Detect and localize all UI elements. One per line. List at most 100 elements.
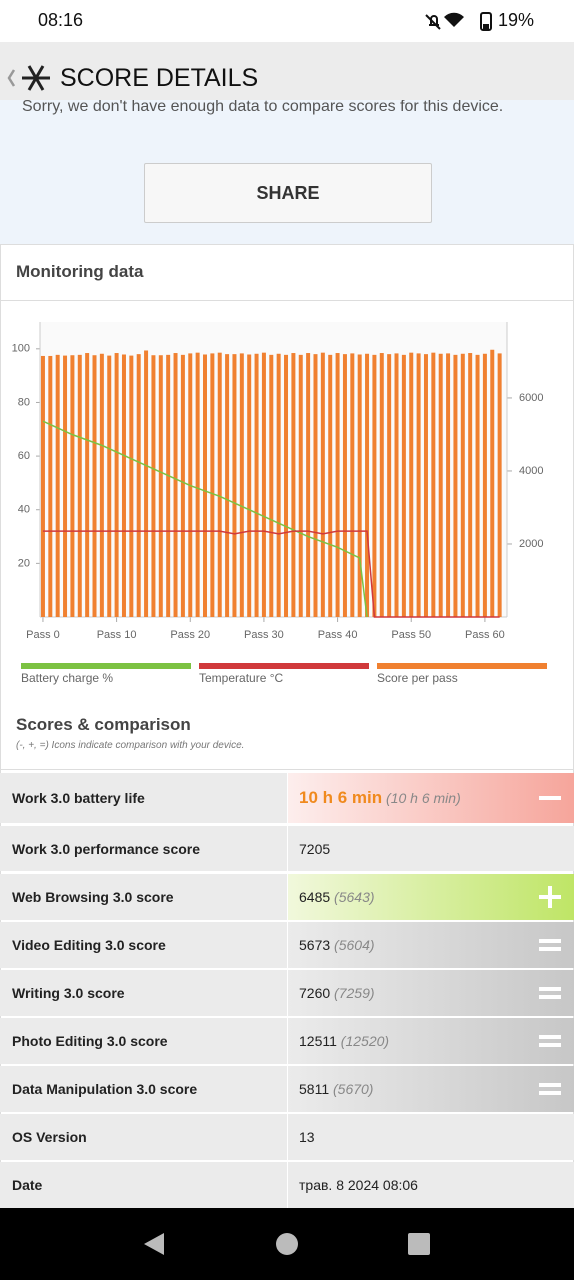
nav-home[interactable] <box>276 1233 298 1255</box>
bar <box>261 352 266 617</box>
bar <box>121 354 126 617</box>
bar <box>48 355 53 617</box>
bar <box>372 354 377 617</box>
row-label-cell: Work 3.0 battery life <box>0 773 287 823</box>
x-tick-label: Pass 20 <box>170 629 210 641</box>
bar <box>453 354 458 617</box>
bar <box>99 353 104 617</box>
x-tick-label: Pass 50 <box>391 629 431 641</box>
status-bar: 08:16 19% <box>0 0 574 42</box>
y2-tick-label: 2000 <box>519 538 543 550</box>
reference-value: (10 h 6 min) <box>386 790 461 806</box>
bar <box>394 353 399 617</box>
bar <box>306 353 311 617</box>
row-label: OS Version <box>12 1129 87 1145</box>
bar <box>254 353 259 617</box>
reference-value: (5604) <box>334 937 375 953</box>
score-row: Data Manipulation 3.0 score 5811 (5670) <box>0 1066 574 1112</box>
value: 10 h 6 min <box>299 788 383 807</box>
comparison-icon <box>539 1035 561 1047</box>
bar <box>416 353 421 617</box>
row-label-cell: Photo Editing 3.0 score <box>0 1018 287 1064</box>
bar <box>173 353 178 617</box>
bar <box>460 353 465 617</box>
battery-level: 19% <box>498 10 535 30</box>
row-value-cell: трав. 8 2024 08:06 <box>288 1162 574 1208</box>
comparison-icon <box>539 1083 561 1095</box>
value: 12511 <box>299 1033 337 1049</box>
row-value-cell: 5811 (5670) <box>288 1066 574 1112</box>
bar <box>77 354 82 617</box>
row-label-cell: OS Version <box>0 1114 287 1160</box>
bar <box>446 353 451 617</box>
bar <box>166 354 171 617</box>
bar <box>357 354 362 617</box>
row-value-cell: 7205 <box>288 826 574 871</box>
bar <box>239 353 244 617</box>
bar <box>40 355 45 617</box>
bar <box>365 353 370 617</box>
comparison-icon <box>539 886 561 908</box>
bar <box>482 353 487 617</box>
bar <box>114 353 119 617</box>
score-row: Work 3.0 battery life 10 h 6 min (10 h 6 … <box>0 773 574 823</box>
y-tick-label: 60 <box>18 450 30 462</box>
comparison-icon <box>539 939 561 951</box>
share-button[interactable]: SHARE <box>144 163 432 223</box>
bar <box>350 353 355 617</box>
reference-value: (12520) <box>340 1033 390 1049</box>
x-tick-label: Pass 60 <box>465 629 505 641</box>
value: трав. 8 2024 08:06 <box>299 1177 418 1193</box>
bar <box>269 354 274 617</box>
value: 5673 <box>299 937 331 953</box>
bar <box>225 354 230 617</box>
bar <box>423 354 428 617</box>
bar <box>92 355 97 617</box>
status-icons <box>425 12 492 31</box>
nav-recents[interactable] <box>408 1233 430 1255</box>
bar <box>320 352 325 617</box>
y-tick-label: 80 <box>18 396 30 408</box>
bar <box>107 355 112 617</box>
value: 6485 <box>299 889 331 905</box>
row-value-cell: 7260 (7259) <box>288 970 574 1016</box>
legend-label: Battery charge % <box>21 671 113 685</box>
value: 7205 <box>299 840 331 857</box>
row-value: 5673 (5604) <box>299 937 375 953</box>
bar <box>387 354 392 617</box>
bar <box>55 354 60 617</box>
bar <box>335 353 340 617</box>
line <box>42 530 500 618</box>
bar <box>63 355 68 617</box>
bar <box>247 354 252 617</box>
bar <box>490 349 495 617</box>
nav-buttons <box>144 1233 430 1255</box>
comparison-icon <box>539 796 561 800</box>
reference-value: (5643) <box>334 889 375 905</box>
back-button[interactable] <box>4 62 58 94</box>
bar <box>144 350 149 617</box>
navigation-bar <box>0 1208 574 1280</box>
bar <box>379 353 384 617</box>
bar <box>232 354 237 617</box>
y-tick-label: 100 <box>12 343 30 355</box>
row-value: трав. 8 2024 08:06 <box>299 1177 418 1193</box>
row-value-cell: 12511 (12520) <box>288 1018 574 1064</box>
row-value-cell: 6485 (5643) <box>288 874 574 920</box>
row-value-cell: 5673 (5604) <box>288 922 574 968</box>
bar <box>276 353 281 617</box>
nav-back[interactable] <box>144 1233 164 1255</box>
bar <box>129 355 134 617</box>
bar <box>497 353 502 617</box>
bar <box>328 354 333 617</box>
row-label: Date <box>12 1177 43 1193</box>
value: 5811 <box>299 1081 330 1097</box>
bar <box>158 355 163 617</box>
row-label-cell: Data Manipulation 3.0 score <box>0 1066 287 1112</box>
bar <box>217 352 222 617</box>
bar <box>475 354 480 617</box>
bar <box>136 354 141 617</box>
bar <box>401 354 406 617</box>
bar <box>284 354 289 617</box>
